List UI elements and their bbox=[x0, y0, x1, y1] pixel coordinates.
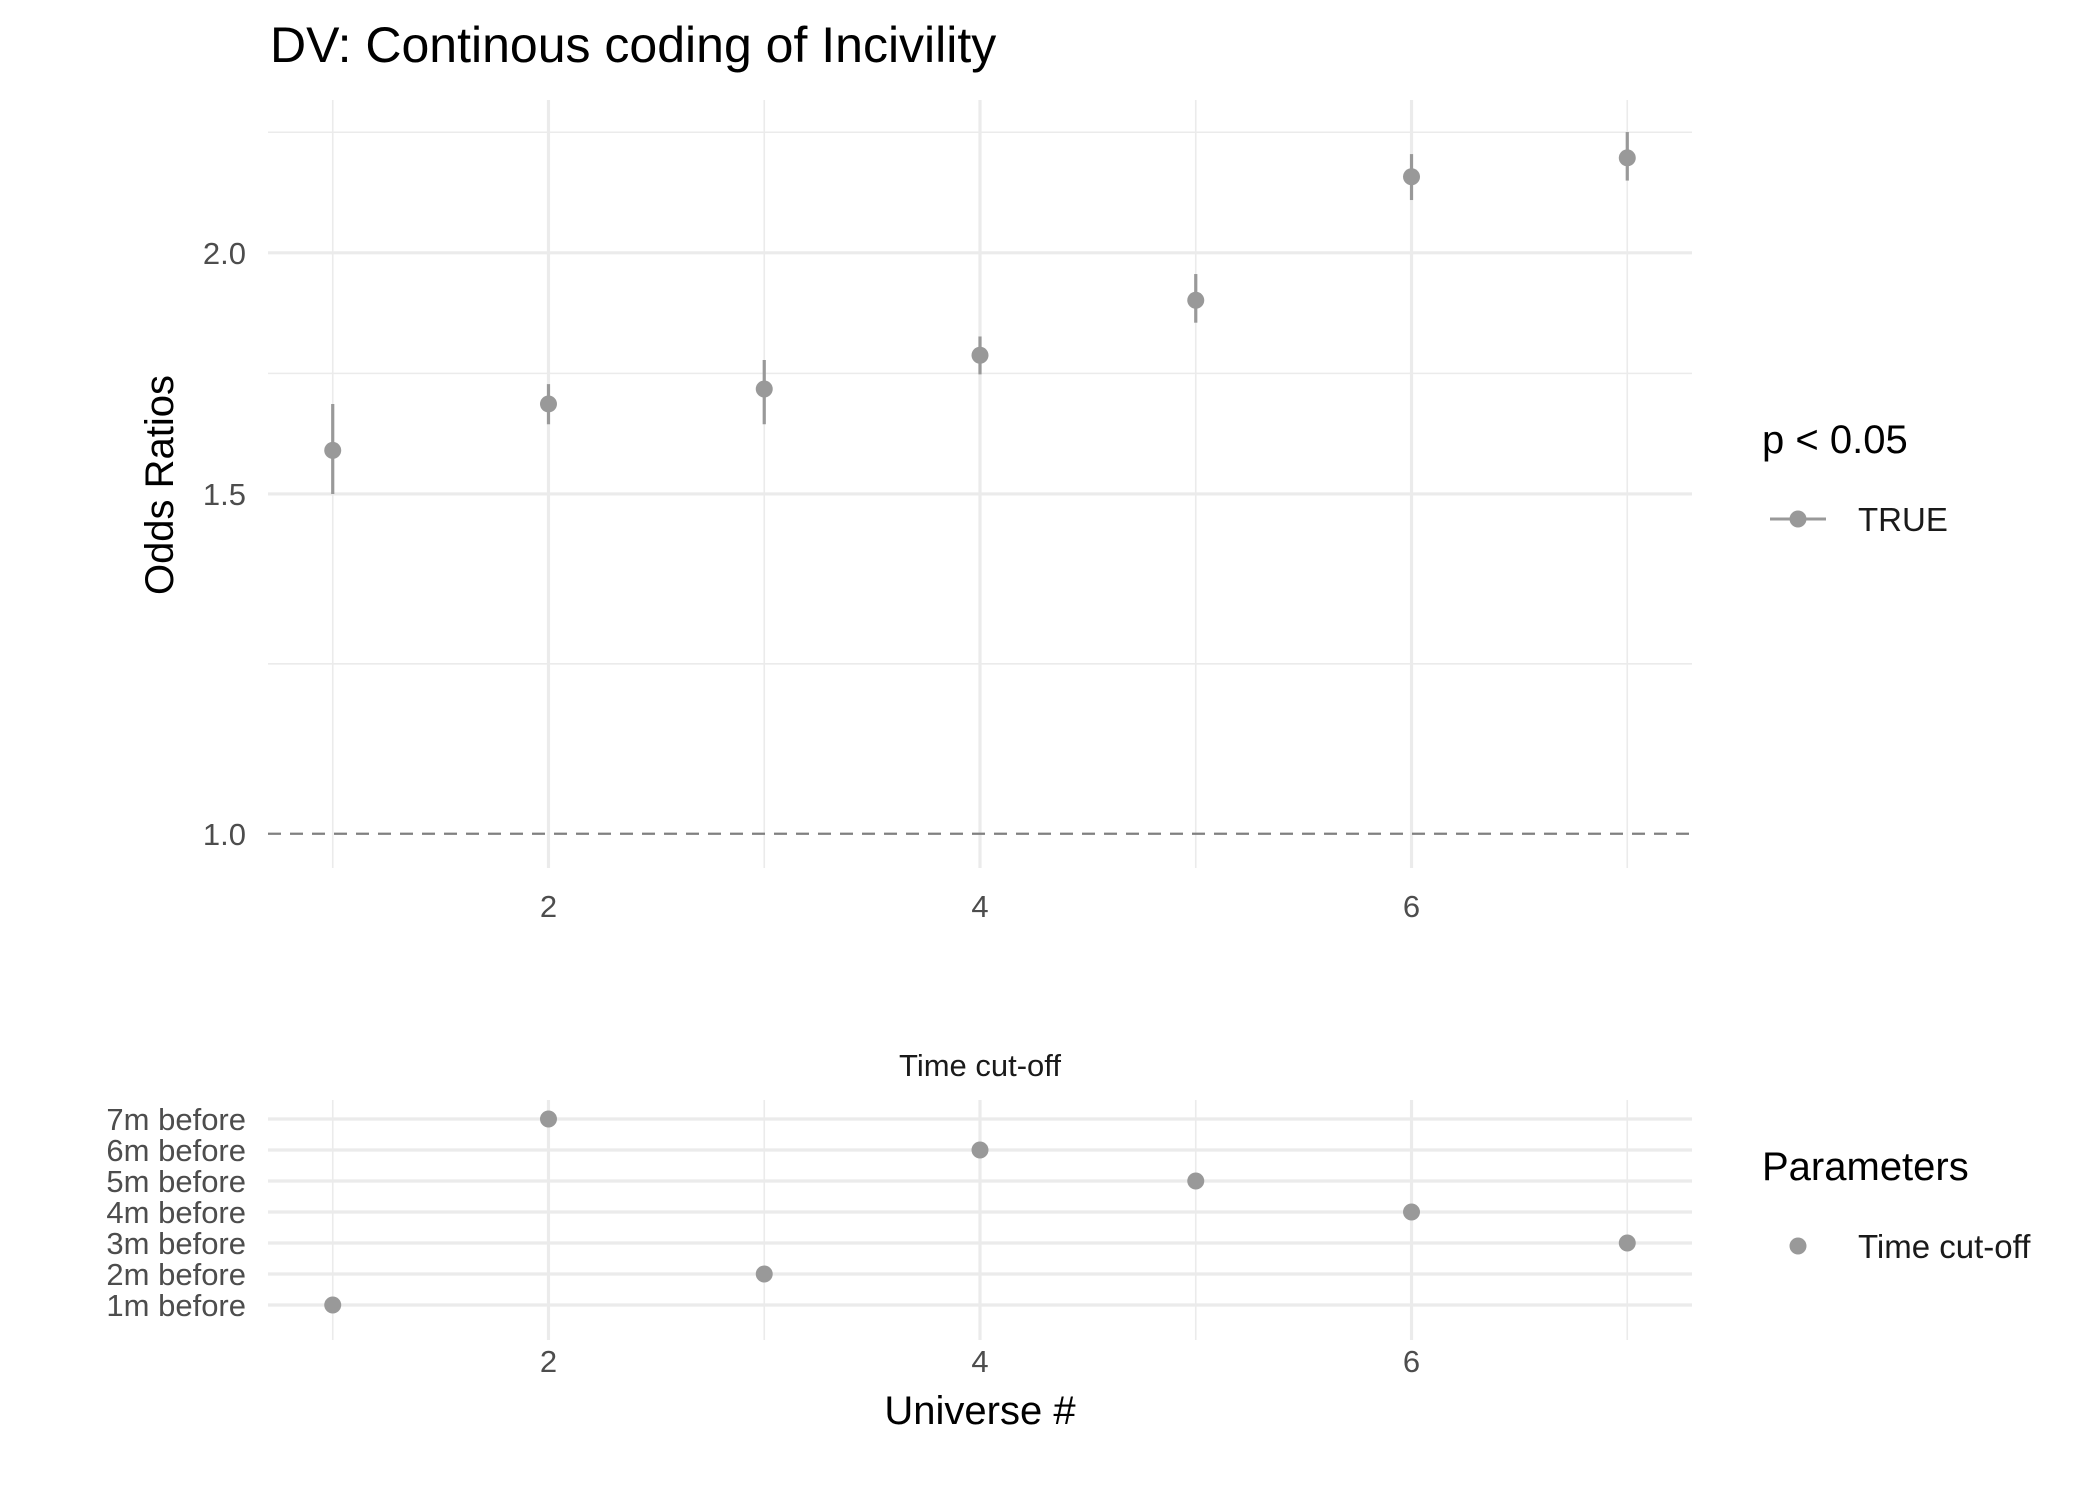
y-category-label: 5m before bbox=[106, 1164, 246, 1199]
data-point bbox=[539, 395, 557, 413]
facet-strip-label: Time cut-off bbox=[899, 1048, 1061, 1083]
chart-title: DV: Continous coding of Incivility bbox=[270, 17, 996, 73]
parameter-point bbox=[539, 1110, 557, 1128]
parameter-point bbox=[1618, 1234, 1636, 1252]
data-point bbox=[324, 441, 342, 459]
y-category-label: 7m before bbox=[106, 1102, 246, 1137]
legend-key-point bbox=[1789, 510, 1807, 528]
parameter-point bbox=[1187, 1172, 1205, 1190]
x-tick-label: 2 bbox=[540, 889, 557, 924]
y-category-label: 2m before bbox=[106, 1257, 246, 1292]
legend-title: Parameters bbox=[1762, 1145, 1969, 1189]
x-tick-label: 2 bbox=[540, 1344, 557, 1379]
x-tick-label: 4 bbox=[971, 889, 988, 924]
data-point bbox=[971, 346, 989, 364]
parameter-point bbox=[971, 1141, 989, 1159]
data-point bbox=[1618, 149, 1636, 167]
legend-label-true: TRUE bbox=[1858, 501, 1948, 538]
y-tick-label: 1.5 bbox=[203, 477, 246, 512]
x-axis-title: Universe # bbox=[884, 1389, 1076, 1433]
legend-key-point bbox=[1789, 1237, 1807, 1255]
parameter-point bbox=[324, 1296, 342, 1314]
data-point bbox=[1403, 168, 1421, 186]
legend-label-time-cutoff: Time cut-off bbox=[1858, 1228, 2031, 1265]
x-tick-label: 6 bbox=[1403, 889, 1420, 924]
x-tick-label: 6 bbox=[1403, 1344, 1420, 1379]
significance-legend: p < 0.05 TRUE bbox=[1762, 418, 1948, 538]
y-category-label: 1m before bbox=[106, 1288, 246, 1323]
parameters-legend: Parameters Time cut-off bbox=[1762, 1145, 2031, 1265]
odds-ratio-panel: 1.0 1.5 2.0 2 4 6 bbox=[203, 100, 1692, 924]
y-tick-label: 1.0 bbox=[203, 817, 246, 852]
y-category-label: 4m before bbox=[106, 1195, 246, 1230]
parameter-point bbox=[755, 1265, 773, 1283]
data-point bbox=[755, 380, 773, 398]
x-tick-label: 4 bbox=[971, 1344, 988, 1379]
parameter-point bbox=[1403, 1203, 1421, 1221]
y-category-label: 3m before bbox=[106, 1226, 246, 1261]
y-tick-label: 2.0 bbox=[203, 236, 246, 271]
y-axis-title: Odds Ratios bbox=[138, 375, 182, 595]
data-point bbox=[1187, 291, 1205, 309]
y-category-label: 6m before bbox=[106, 1133, 246, 1168]
legend-title: p < 0.05 bbox=[1762, 418, 1908, 462]
